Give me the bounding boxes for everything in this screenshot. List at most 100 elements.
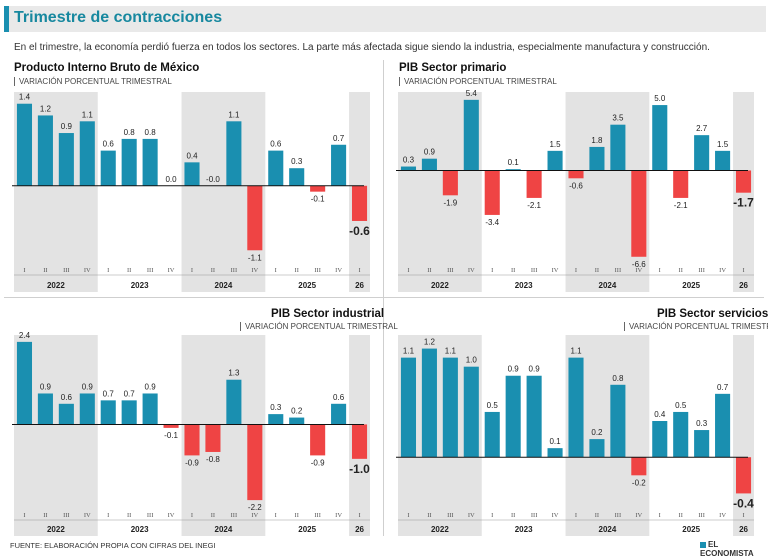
bar bbox=[505, 169, 521, 171]
tick-label: III bbox=[231, 512, 238, 519]
tick-label: II bbox=[595, 512, 599, 519]
bar bbox=[547, 150, 563, 171]
data-label: -0.0 bbox=[206, 175, 220, 184]
data-label: -2.1 bbox=[674, 201, 688, 210]
bar bbox=[673, 411, 689, 458]
year-label: 2023 bbox=[515, 525, 533, 534]
data-label: 0.7 bbox=[103, 389, 115, 398]
chart-subtitle-primario: VARIACIÓN PORCENTUAL TRIMESTRAL bbox=[399, 77, 557, 86]
tick-label: II bbox=[595, 267, 599, 274]
bar bbox=[421, 158, 437, 171]
bar bbox=[79, 393, 95, 425]
year-label: 2022 bbox=[47, 525, 65, 534]
data-label: 1.2 bbox=[40, 104, 52, 113]
data-label: 1.3 bbox=[228, 369, 240, 378]
bar bbox=[289, 417, 305, 425]
tick-label: I bbox=[358, 512, 360, 519]
tick-label: III bbox=[698, 512, 705, 519]
year-label: 2024 bbox=[599, 281, 617, 290]
chart-title-primario: PIB Sector primario bbox=[399, 62, 507, 74]
bar bbox=[568, 170, 584, 179]
tick-label: III bbox=[63, 267, 70, 274]
data-label: 0.9 bbox=[424, 148, 436, 157]
data-label: 1.1 bbox=[82, 110, 94, 119]
data-label: -0.2 bbox=[632, 478, 646, 487]
data-label: 0.4 bbox=[186, 151, 198, 160]
bar bbox=[100, 150, 116, 186]
data-label: 1.2 bbox=[424, 338, 436, 347]
chart-subtitle-pib: VARIACIÓN PORCENTUAL TRIMESTRAL bbox=[14, 77, 172, 86]
data-label: 5.0 bbox=[654, 94, 666, 103]
tick-label: I bbox=[742, 512, 744, 519]
tick-label: I bbox=[275, 512, 277, 519]
bar bbox=[16, 103, 33, 186]
data-label: 0.0 bbox=[165, 175, 177, 184]
bar bbox=[121, 138, 137, 186]
data-label: 0.1 bbox=[508, 158, 520, 167]
bar bbox=[484, 170, 500, 215]
tick-label: I bbox=[659, 512, 661, 519]
year-label: 26 bbox=[739, 281, 748, 290]
data-label: 0.8 bbox=[124, 128, 136, 137]
bar bbox=[484, 411, 500, 458]
bar bbox=[226, 121, 242, 186]
bar bbox=[631, 457, 647, 476]
year-label: 2023 bbox=[131, 281, 149, 290]
data-label: 1.1 bbox=[445, 347, 457, 356]
bar bbox=[58, 403, 74, 425]
data-label: 0.8 bbox=[612, 374, 624, 383]
tick-label: III bbox=[314, 512, 321, 519]
bar bbox=[351, 185, 368, 221]
bar bbox=[247, 185, 263, 251]
data-label: -0.1 bbox=[164, 431, 178, 440]
tick-label: IV bbox=[84, 267, 91, 274]
tick-label: II bbox=[127, 267, 131, 274]
tick-label: III bbox=[147, 267, 154, 274]
data-label: -1.9 bbox=[443, 198, 457, 207]
brand-logo: EL ECONOMISTA bbox=[700, 540, 768, 558]
tick-label: II bbox=[679, 512, 683, 519]
bar bbox=[735, 170, 752, 193]
data-label: 0.9 bbox=[61, 122, 73, 131]
tick-label: IV bbox=[468, 512, 475, 519]
tick-label: I bbox=[407, 267, 409, 274]
data-label: -2.2 bbox=[248, 503, 262, 512]
tick-label: II bbox=[427, 512, 431, 519]
data-label: 0.5 bbox=[487, 401, 499, 410]
bar bbox=[673, 170, 689, 198]
title-bar bbox=[4, 6, 766, 32]
tick-label: I bbox=[107, 267, 109, 274]
year-label: 26 bbox=[739, 525, 748, 534]
tick-label: I bbox=[275, 267, 277, 274]
data-label: 1.8 bbox=[591, 136, 603, 145]
year-label: 2022 bbox=[431, 281, 449, 290]
tick-label: IV bbox=[168, 267, 175, 274]
data-label: 1.5 bbox=[549, 140, 561, 149]
tick-label: IV bbox=[335, 512, 342, 519]
bar bbox=[37, 115, 53, 186]
source-note: FUENTE: ELABORACIÓN PROPIA CON CIFRAS DE… bbox=[10, 541, 216, 550]
bar bbox=[79, 121, 95, 186]
tick-label: IV bbox=[251, 267, 258, 274]
data-label: 2.7 bbox=[696, 124, 708, 133]
data-label: -1.0 bbox=[349, 462, 370, 476]
bar bbox=[37, 393, 53, 425]
data-label: 0.9 bbox=[40, 382, 52, 391]
bar bbox=[351, 424, 368, 459]
tick-label: II bbox=[679, 267, 683, 274]
year-label: 2025 bbox=[298, 281, 316, 290]
bar bbox=[715, 150, 731, 171]
page-subtitle: En el trimestre, la economía perdió fuer… bbox=[14, 42, 710, 53]
year-label: 2022 bbox=[431, 525, 449, 534]
tick-label: I bbox=[23, 267, 25, 274]
brand-icon bbox=[700, 541, 706, 548]
page-title: Trimestre de contracciones bbox=[14, 9, 223, 26]
data-label: -3.4 bbox=[485, 218, 499, 227]
data-label: 0.2 bbox=[291, 407, 303, 416]
data-label: 0.1 bbox=[549, 437, 561, 446]
bar bbox=[610, 124, 626, 171]
year-label: 2024 bbox=[215, 525, 233, 534]
